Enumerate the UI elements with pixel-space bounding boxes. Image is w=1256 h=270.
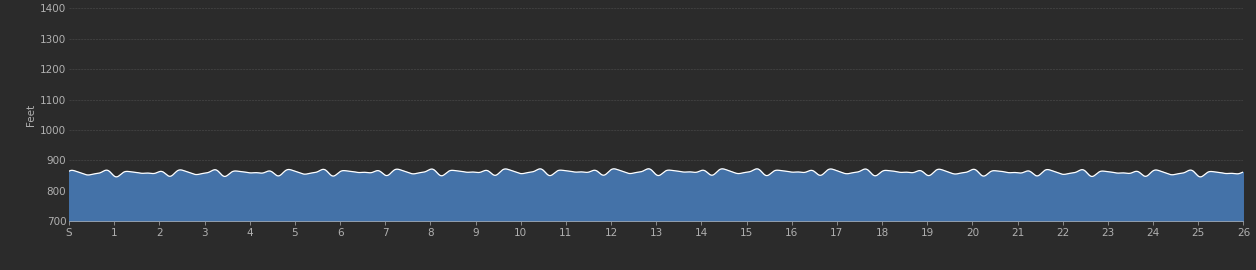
Y-axis label: Feet: Feet [26, 104, 36, 126]
